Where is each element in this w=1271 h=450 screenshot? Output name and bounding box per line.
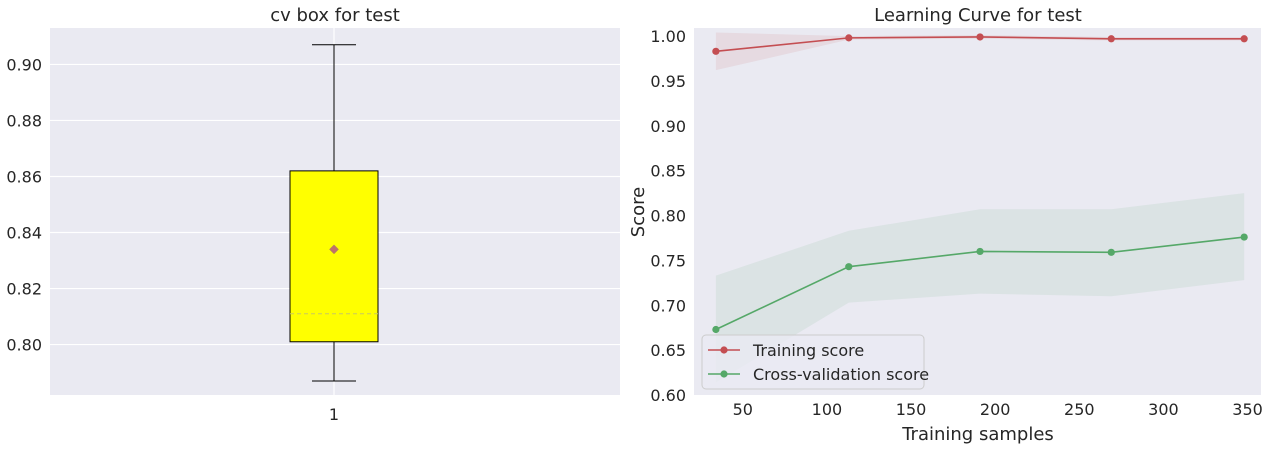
mean-marker xyxy=(329,244,339,255)
learning-curve-title: Learning Curve for test xyxy=(874,5,1082,26)
lc-x-tick-label: 200 xyxy=(980,400,1011,419)
learning-curve-legend: Training score Cross-validation score xyxy=(701,334,929,390)
lc-point-0-4 xyxy=(1240,35,1248,43)
box-chart: 0.80 0.82 0.84 0.86 0.88 0.90 1 cv box for te… xyxy=(6,5,620,424)
lc-y-tick-label: 0.80 xyxy=(650,207,686,226)
legend-label-training: Training score xyxy=(752,341,864,360)
lc-x-tick-label: 150 xyxy=(896,400,927,419)
lc-point-0-1 xyxy=(845,34,853,42)
lc-point-0-3 xyxy=(1107,35,1115,43)
learning-curve-x-axis-label: Training samples xyxy=(901,424,1054,445)
box-marks xyxy=(289,44,379,382)
lc-y-tick-label: 0.85 xyxy=(650,162,686,181)
box-x-tick-label: 1 xyxy=(329,405,339,424)
lc-y-tick-label: 0.90 xyxy=(650,117,686,136)
lc-y-tick-label: 1.00 xyxy=(650,27,686,46)
box-y-tick-label: 0.86 xyxy=(6,167,42,186)
box-y-tick-label: 0.88 xyxy=(6,111,42,130)
learning-curve-x-tick-labels: 50 100 150 200 250 300 350 xyxy=(733,400,1263,419)
learning-curve-plot-area xyxy=(694,28,1261,395)
box-y-tick-label: 0.90 xyxy=(6,55,42,74)
lc-point-0-0 xyxy=(712,47,720,55)
box-y-tick-label: 0.84 xyxy=(6,224,42,243)
lc-x-tick-label: 100 xyxy=(812,400,843,419)
box-y-tick-labels: 0.80 0.82 0.84 0.86 0.88 0.90 xyxy=(6,55,42,354)
learning-curve-bands xyxy=(715,32,1245,383)
lc-point-1-1 xyxy=(845,263,853,271)
box-x-tick-labels: 1 xyxy=(329,405,339,424)
box-y-tick-label: 0.82 xyxy=(6,280,42,299)
learning-curve-y-tick-labels: 0.60 0.65 0.70 0.75 0.80 0.85 0.90 0.95 1.00 xyxy=(650,27,686,405)
legend-frame xyxy=(701,334,925,390)
lc-band-1 xyxy=(715,193,1245,383)
box-y-tick-label: 0.80 xyxy=(6,336,42,355)
box-chart-title: cv box for test xyxy=(270,5,400,26)
lc-point-1-2 xyxy=(976,247,984,256)
lc-y-tick-label: 0.60 xyxy=(650,386,686,405)
lc-band-0 xyxy=(715,32,1245,71)
lc-point-1-4 xyxy=(1240,233,1248,241)
learning-curve-y-axis-label: Score xyxy=(628,187,649,237)
lc-y-tick-label: 0.70 xyxy=(650,296,686,315)
lc-y-tick-label: 0.65 xyxy=(650,341,686,360)
lc-x-tick-label: 300 xyxy=(1148,400,1179,419)
lc-point-1-0 xyxy=(712,325,720,334)
learning-curve-chart: 0.60 0.65 0.70 0.75 0.80 0.85 0.90 0.95 1.00 50 1… xyxy=(628,5,1263,445)
legend-marker-training xyxy=(720,346,728,354)
lc-x-tick-label: 50 xyxy=(733,400,753,419)
legend-label-cross-validation: Cross-validation score xyxy=(753,365,929,384)
lc-x-tick-label: 250 xyxy=(1064,400,1095,419)
box-iqr xyxy=(289,170,379,343)
learning-curve-lines xyxy=(712,33,1248,334)
lc-point-1-3 xyxy=(1107,248,1115,256)
lc-point-0-2 xyxy=(976,33,984,41)
lc-x-tick-label: 350 xyxy=(1232,400,1263,419)
lc-y-tick-label: 0.95 xyxy=(650,72,686,91)
lc-y-tick-label: 0.75 xyxy=(650,251,686,270)
legend-marker-cross-validation xyxy=(720,370,728,378)
